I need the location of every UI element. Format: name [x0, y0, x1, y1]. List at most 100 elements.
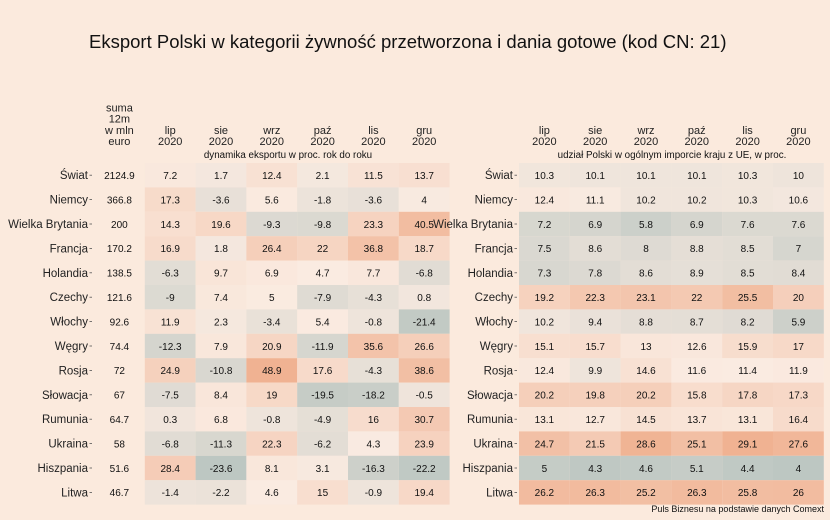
heatmap-cell-1-7-5 [773, 333, 824, 359]
heatmap-cell-1-13-1 [569, 480, 621, 505]
cell-value-0-12-2: -23.6 [210, 464, 233, 475]
heatmap-cell-0-2-2 [195, 211, 247, 237]
heatmap-cell-1-4-1 [569, 260, 621, 285]
cell-value-1-5-4: 25.5 [738, 293, 758, 304]
cell-value-0-1-6: 4 [421, 195, 427, 206]
cell-value-1-8-1: 9.9 [588, 366, 602, 377]
row-label-0-3: Francja [50, 243, 89, 255]
row-label-0-13: Litwa [61, 487, 88, 499]
heatmap-cell-1-4-4 [722, 260, 773, 285]
cell-value-0-7-6: 26.6 [414, 342, 434, 353]
cell-value-0-8-5: -4.3 [365, 366, 383, 377]
cell-value-1-4-4: 8.5 [741, 269, 755, 280]
cell-value-0-11-4: -6.2 [314, 439, 332, 450]
cell-value-0-9-5: -18.2 [362, 391, 385, 402]
cell-value-1-3-0: 7.5 [537, 244, 551, 255]
row-label-0-11: Ukraina [48, 439, 88, 451]
cell-value-1-1-2: 10.2 [636, 195, 656, 206]
cell-value-1-5-0: 19.2 [535, 293, 555, 304]
cell-value-1-12-0: 5 [542, 464, 548, 475]
cell-value-0-0-2: 1.7 [214, 171, 228, 182]
heatmap-cell-1-12-3 [671, 455, 723, 481]
cell-value-0-5-2: 7.4 [214, 293, 228, 304]
cell-value-0-8-0: 72 [114, 366, 126, 377]
heatmap-cell-1-1-4 [722, 187, 773, 212]
heatmap-cell-0-4-2 [195, 260, 247, 285]
cell-value-1-10-2: 14.5 [636, 415, 656, 426]
cell-value-0-12-6: -22.2 [413, 464, 436, 475]
heatmap-cell-1-4-0 [519, 260, 570, 285]
cell-value-0-3-0: 170.2 [107, 244, 132, 255]
row-label-0-9: Słowacja [42, 390, 89, 402]
cell-value-1-6-5: 5.9 [791, 317, 805, 328]
column-header-1-2-0: wrz [636, 125, 654, 137]
cell-value-0-8-2: -10.8 [210, 366, 233, 377]
heatmap-cell-1-6-0 [519, 309, 570, 334]
heatmap-cell-1-4-2 [620, 260, 672, 285]
cell-value-1-1-4: 10.3 [738, 195, 758, 206]
cell-value-0-8-6: 38.6 [414, 366, 434, 377]
heatmap-cell-0-3-5 [348, 236, 399, 261]
heatmap-cell-1-6-2 [620, 309, 672, 334]
cell-value-0-11-6: 23.9 [414, 439, 434, 450]
row-label-0-4: Holandia [43, 268, 89, 280]
heatmap-cell-0-6-2 [195, 309, 247, 334]
cell-value-0-10-4: -4.9 [314, 415, 332, 426]
cell-value-1-2-0: 7.2 [537, 220, 551, 231]
heatmap-cell-0-9-4 [297, 382, 348, 407]
column-header-1-1-1: 2020 [583, 136, 607, 148]
heatmap-cell-1-2-4 [722, 211, 773, 237]
cell-value-0-6-5: -0.8 [365, 317, 383, 328]
row-label-1-13: Litwa [486, 487, 513, 499]
cell-value-0-12-3: 8.1 [265, 464, 279, 475]
heatmap-cell-0-0-1 [144, 163, 196, 188]
cell-value-0-1-4: -1.8 [314, 195, 332, 206]
heatmap-cell-0-7-2 [195, 333, 247, 359]
heatmap-cell-0-9-2 [195, 382, 247, 407]
heatmap-cell-0-8-3 [246, 358, 298, 383]
heatmap-cell-0-1-3 [246, 187, 298, 212]
cell-value-0-0-6: 13.7 [414, 171, 434, 182]
heatmap-cell-1-5-5 [773, 285, 824, 310]
heatmap-cell-0-12-1 [144, 455, 196, 481]
column-header-1-3-0: paź [688, 125, 706, 137]
heatmap-cell-1-8-0 [519, 358, 570, 383]
cell-value-0-5-1: -9 [166, 293, 175, 304]
heatmap-cell-0-6-1 [144, 309, 196, 334]
heatmap-cell-0-5-2 [195, 285, 247, 310]
heatmap-cell-1-11-5 [773, 431, 824, 456]
cell-value-0-7-3: 20.9 [262, 342, 282, 353]
heatmap-cell-0-3-1 [144, 236, 196, 261]
cell-value-1-1-1: 11.1 [586, 195, 605, 206]
heatmap-cell-0-5-1 [144, 285, 196, 310]
column-header-0-5-0: lis [368, 125, 379, 137]
cell-value-1-4-2: 8.6 [639, 269, 653, 280]
cell-value-1-1-0: 12.4 [535, 195, 555, 206]
cell-value-1-13-1: 26.3 [585, 488, 605, 499]
heatmap-cell-0-0-2 [195, 163, 247, 188]
cell-value-0-10-1: 0.3 [163, 415, 177, 426]
heatmap-cell-0-2-3 [246, 211, 298, 237]
heatmap-cell-1-3-0 [519, 236, 570, 261]
heatmap-cell-1-13-3 [671, 480, 723, 505]
cell-value-0-9-6: -0.5 [416, 391, 434, 402]
heatmap-cell-0-11-5 [348, 431, 399, 456]
heatmap-cell-1-0-5 [773, 163, 824, 188]
cell-value-0-13-3: 4.6 [265, 488, 279, 499]
cell-value-1-6-2: 8.8 [639, 317, 653, 328]
heatmap-cell-1-5-2 [620, 285, 672, 310]
cell-value-1-9-2: 20.2 [636, 391, 656, 402]
column-header-0-5-1: 2020 [361, 136, 385, 148]
heatmap-cell-1-3-3 [671, 236, 723, 261]
heatmap-cell-0-9-5 [348, 382, 399, 407]
heatmap-cell-1-6-3 [671, 309, 723, 334]
heatmap-cell-1-10-0 [519, 407, 570, 432]
heatmap-cell-1-12-4 [722, 455, 773, 481]
cell-value-1-9-4: 17.8 [738, 391, 758, 402]
cell-value-1-3-3: 8.8 [690, 244, 704, 255]
panel-subtitle-1: udział Polski w ogólnym imporcie kraju z… [558, 150, 787, 161]
cell-value-1-2-1: 6.9 [588, 220, 602, 231]
column-header-0-0-2: w mln [104, 125, 134, 137]
cell-value-1-9-1: 19.8 [585, 391, 605, 402]
heatmap-cell-1-7-1 [569, 333, 621, 359]
